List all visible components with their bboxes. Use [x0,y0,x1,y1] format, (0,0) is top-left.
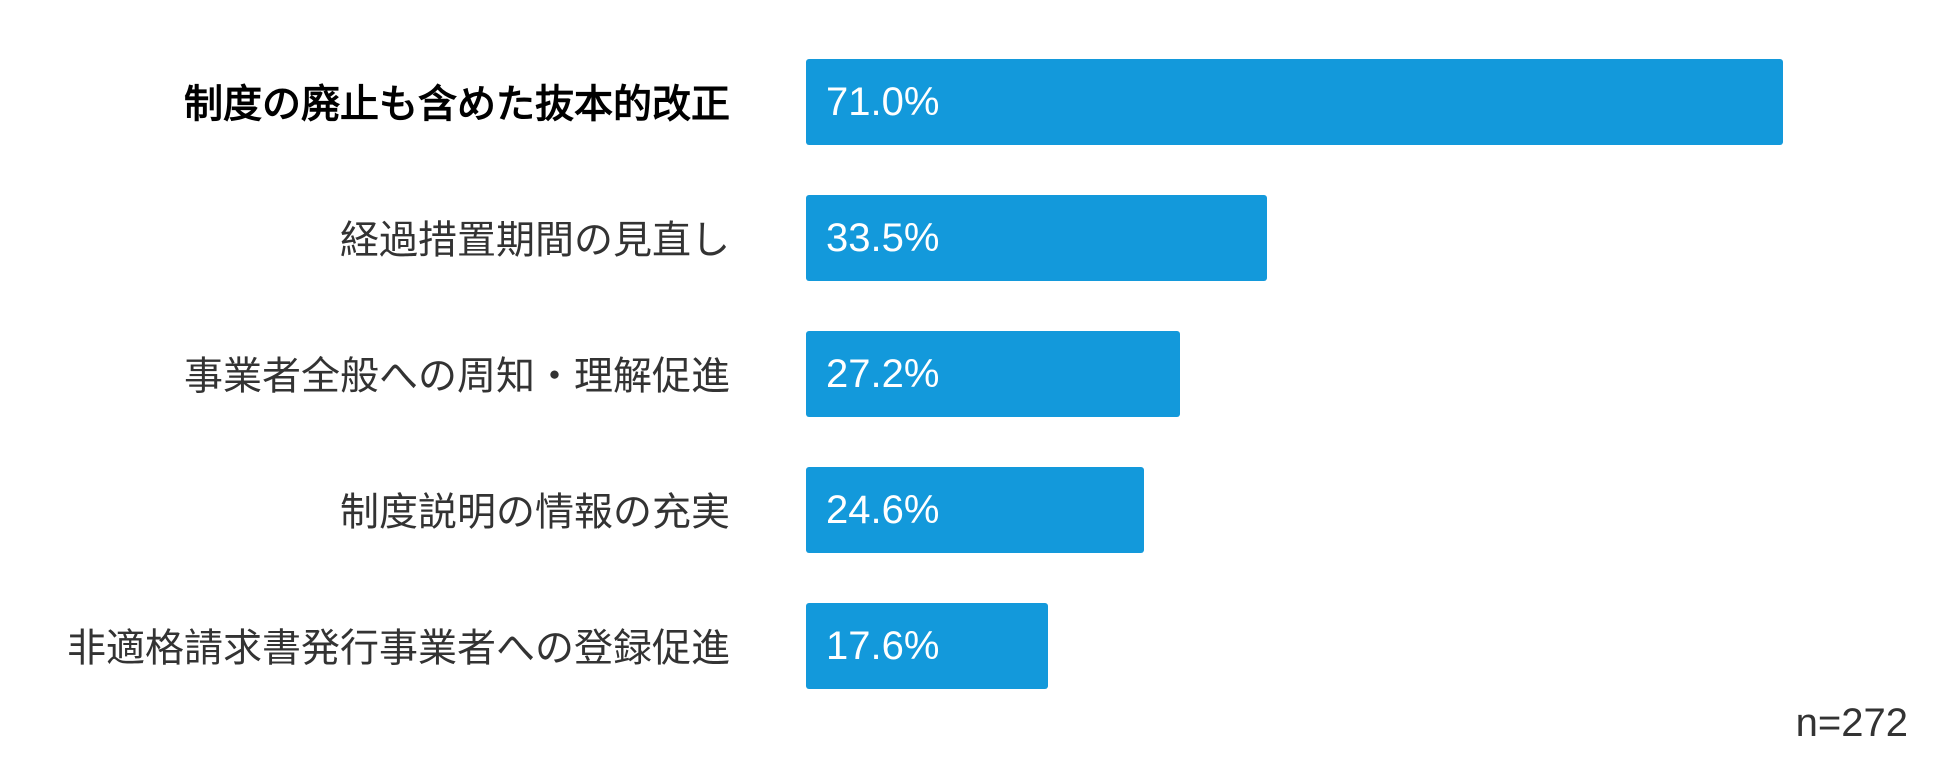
bar [806,467,1145,553]
bar [806,331,1181,417]
bar [806,603,1049,689]
bar-value-label: 27.2% [826,352,940,396]
category-label: 事業者全般への周知・理解促進 [183,354,730,400]
bar-value-label: 71.0% [826,80,940,124]
sample-size-note: n=272 [1795,701,1908,745]
category-label: 非適格請求書発行事業者への登録促進 [66,626,730,672]
bar [806,195,1267,281]
bar-value-label: 24.6% [826,488,940,532]
category-label: 制度の廃止も含めた抜本的改正 [183,82,730,128]
bar-value-label: 17.6% [826,624,940,668]
bar [806,59,1783,145]
category-label: 制度説明の情報の充実 [339,490,730,536]
bar-value-label: 33.5% [826,216,940,260]
category-label: 経過措置期間の見直し [339,218,730,264]
